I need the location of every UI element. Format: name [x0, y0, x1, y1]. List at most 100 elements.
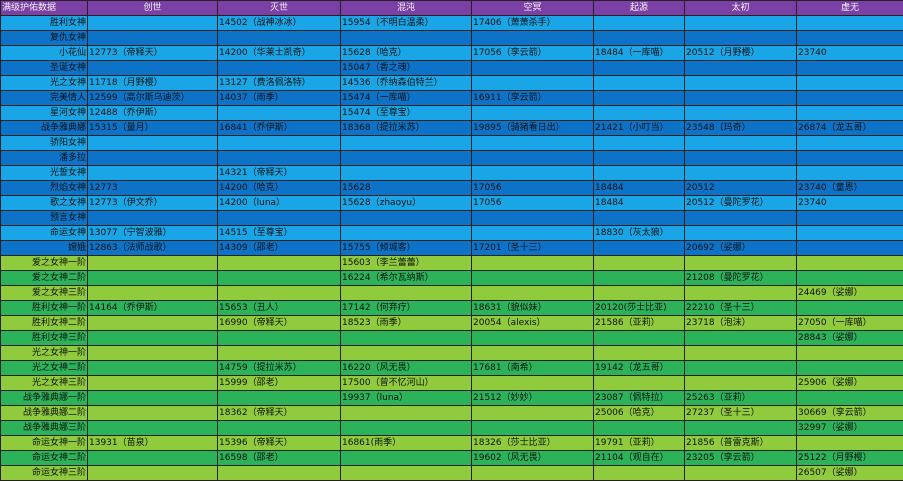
- data-cell[interactable]: [88, 316, 218, 331]
- row-label-cell[interactable]: 光之女神二阶: [1, 361, 88, 376]
- data-cell[interactable]: 20692（娑娜）: [685, 241, 797, 256]
- data-cell[interactable]: 14515（至尊宝）: [218, 226, 341, 241]
- data-cell[interactable]: [594, 91, 685, 106]
- data-cell[interactable]: [797, 226, 903, 241]
- data-cell[interactable]: [341, 406, 472, 421]
- row-label-cell[interactable]: 圣诞女神: [1, 61, 88, 76]
- row-label-cell[interactable]: 战争雅典娜二阶: [1, 406, 88, 421]
- data-cell[interactable]: [797, 256, 903, 271]
- data-cell[interactable]: [218, 256, 341, 271]
- data-cell[interactable]: 18631（貌似妹）: [472, 301, 594, 316]
- data-cell[interactable]: [341, 166, 472, 181]
- data-cell[interactable]: 12863（法师战歌）: [88, 241, 218, 256]
- data-cell[interactable]: [341, 136, 472, 151]
- data-cell[interactable]: 15653（丑人）: [218, 301, 341, 316]
- data-cell[interactable]: 16598（邵老）: [218, 451, 341, 466]
- data-cell[interactable]: [685, 61, 797, 76]
- data-cell[interactable]: [685, 331, 797, 346]
- data-cell[interactable]: 23740: [797, 46, 903, 61]
- data-cell[interactable]: 15047（香之魂）: [341, 61, 472, 76]
- data-cell[interactable]: [341, 466, 472, 481]
- data-cell[interactable]: [594, 346, 685, 361]
- data-cell[interactable]: [88, 376, 218, 391]
- row-label-cell[interactable]: 小花仙: [1, 46, 88, 61]
- data-cell[interactable]: 19937（luna）: [341, 391, 472, 406]
- data-cell[interactable]: [594, 31, 685, 46]
- data-cell[interactable]: [594, 376, 685, 391]
- row-label-cell[interactable]: 命运女神: [1, 226, 88, 241]
- data-cell[interactable]: 12773（帝释天）: [88, 46, 218, 61]
- row-label-cell[interactable]: 骄阳女神: [1, 136, 88, 151]
- data-cell[interactable]: 14759（提拉米苏）: [218, 361, 341, 376]
- data-cell[interactable]: [88, 451, 218, 466]
- row-label-cell[interactable]: 胜利女神三阶: [1, 331, 88, 346]
- data-cell[interactable]: 27237（圣十三）: [685, 406, 797, 421]
- data-cell[interactable]: [797, 136, 903, 151]
- data-cell[interactable]: [685, 151, 797, 166]
- data-cell[interactable]: [594, 241, 685, 256]
- data-cell[interactable]: [594, 76, 685, 91]
- data-cell[interactable]: 12773: [88, 181, 218, 196]
- data-cell[interactable]: [218, 151, 341, 166]
- data-cell[interactable]: 23740: [797, 196, 903, 211]
- data-cell[interactable]: [472, 376, 594, 391]
- column-header-name[interactable]: 满级护佑数据: [1, 1, 88, 16]
- data-cell[interactable]: 11718（月野樱）: [88, 76, 218, 91]
- data-cell[interactable]: [88, 286, 218, 301]
- data-cell[interactable]: 23205（孪云箭）: [685, 451, 797, 466]
- data-cell[interactable]: 15474（至尊宝）: [341, 106, 472, 121]
- data-cell[interactable]: [341, 151, 472, 166]
- data-cell[interactable]: 20512（曼陀罗花）: [685, 196, 797, 211]
- data-cell[interactable]: [341, 286, 472, 301]
- data-cell[interactable]: 26874（龙五哥）: [797, 121, 903, 136]
- data-cell[interactable]: [472, 106, 594, 121]
- data-cell[interactable]: [685, 421, 797, 436]
- data-cell[interactable]: [685, 466, 797, 481]
- row-label-cell[interactable]: 战争雅典娜三阶: [1, 421, 88, 436]
- data-cell[interactable]: [797, 151, 903, 166]
- data-cell[interactable]: [218, 61, 341, 76]
- data-cell[interactable]: [594, 166, 685, 181]
- data-cell[interactable]: [594, 421, 685, 436]
- data-cell[interactable]: 14309（邵老）: [218, 241, 341, 256]
- data-cell[interactable]: [685, 106, 797, 121]
- data-cell[interactable]: [594, 331, 685, 346]
- data-cell[interactable]: [218, 466, 341, 481]
- data-cell[interactable]: 25122（月野樱）: [797, 451, 903, 466]
- data-cell[interactable]: [472, 466, 594, 481]
- data-cell[interactable]: 16224（希尔瓦纳斯）: [341, 271, 472, 286]
- data-cell[interactable]: [685, 376, 797, 391]
- data-cell[interactable]: 25906（娑娜）: [797, 376, 903, 391]
- data-cell[interactable]: 14037（雨季）: [218, 91, 341, 106]
- data-cell[interactable]: [218, 136, 341, 151]
- data-cell[interactable]: 16841（乔伊斯）: [218, 121, 341, 136]
- data-cell[interactable]: 14200（luna）: [218, 196, 341, 211]
- data-cell[interactable]: [594, 61, 685, 76]
- data-cell[interactable]: [88, 391, 218, 406]
- data-cell[interactable]: 17500（曾不忆河山）: [341, 376, 472, 391]
- data-cell[interactable]: [594, 286, 685, 301]
- data-cell[interactable]: 14164（乔伊斯）: [88, 301, 218, 316]
- data-cell[interactable]: 15396（帝释天）: [218, 436, 341, 451]
- data-cell[interactable]: 15954（不明白温柔）: [341, 16, 472, 31]
- data-cell[interactable]: 13931（苗泉）: [88, 436, 218, 451]
- data-cell[interactable]: [88, 211, 218, 226]
- data-cell[interactable]: 18830（灰太狼）: [594, 226, 685, 241]
- data-cell[interactable]: [88, 166, 218, 181]
- data-cell[interactable]: [685, 256, 797, 271]
- data-cell[interactable]: 20054（alexis）: [472, 316, 594, 331]
- data-cell[interactable]: [797, 31, 903, 46]
- data-cell[interactable]: [797, 61, 903, 76]
- data-cell[interactable]: 15628（哈克）: [341, 46, 472, 61]
- data-cell[interactable]: 17406（萧萧杀手）: [472, 16, 594, 31]
- data-cell[interactable]: [88, 151, 218, 166]
- data-cell[interactable]: [685, 31, 797, 46]
- row-label-cell[interactable]: 胜利女神: [1, 16, 88, 31]
- row-label-cell[interactable]: 胜利女神二阶: [1, 316, 88, 331]
- data-cell[interactable]: [472, 421, 594, 436]
- data-cell[interactable]: [472, 61, 594, 76]
- data-cell[interactable]: [472, 256, 594, 271]
- data-cell[interactable]: [594, 106, 685, 121]
- data-cell[interactable]: [88, 136, 218, 151]
- data-cell[interactable]: 18484: [594, 181, 685, 196]
